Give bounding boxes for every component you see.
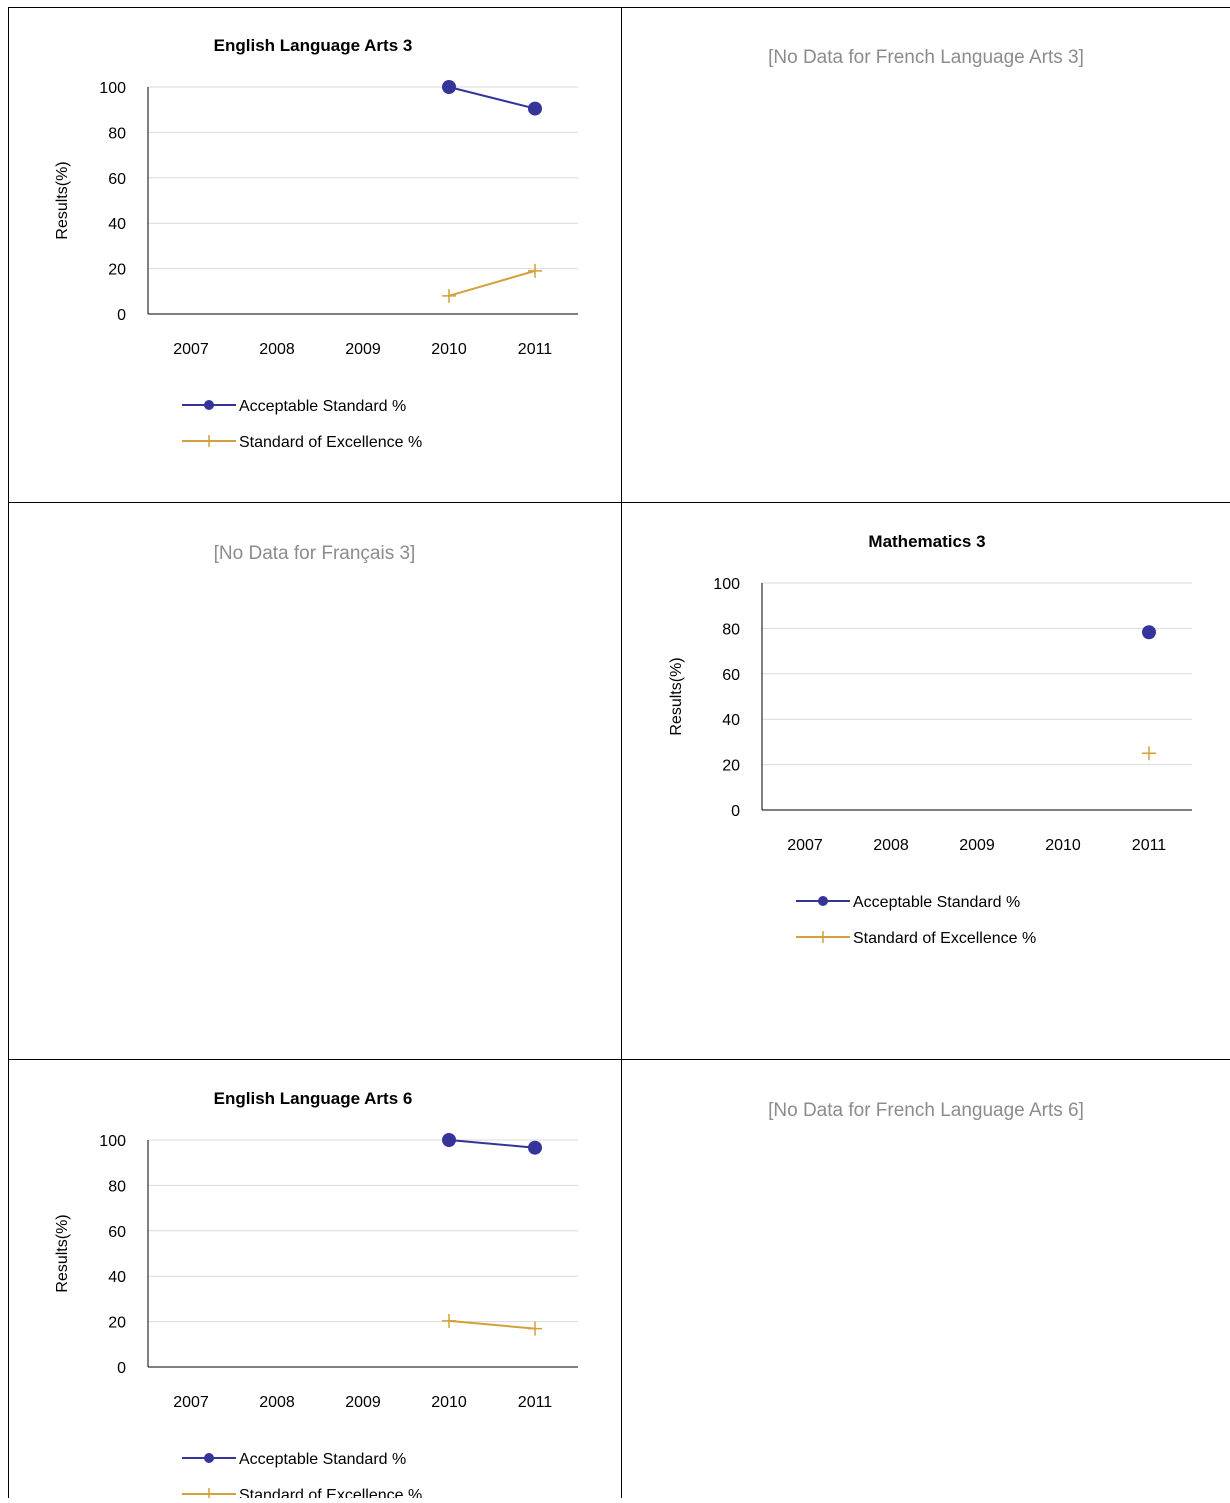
y-tick-label: 0 bbox=[117, 307, 126, 324]
y-tick-label: 100 bbox=[99, 1133, 126, 1150]
y-tick-label: 60 bbox=[108, 171, 126, 188]
legend-label: Standard of Excellence % bbox=[239, 1487, 422, 1498]
y-tick-label: 100 bbox=[713, 576, 740, 593]
y-tick-label: 0 bbox=[731, 803, 740, 820]
chart-english-language-arts-6: English Language Arts 6 0 20 40 60 80 100 Resul… bbox=[54, 1089, 578, 1503]
chart-title: English Language Arts 3 bbox=[214, 36, 413, 55]
legend-label: Acceptable Standard % bbox=[853, 894, 1020, 911]
y-tick-label: 80 bbox=[108, 1178, 126, 1195]
series-line-standard-of-excellence bbox=[448, 269, 536, 297]
legend-marker bbox=[204, 400, 214, 410]
x-tick-label: 2007 bbox=[173, 341, 209, 358]
legend-marker bbox=[818, 896, 828, 906]
x-tick-label: 2008 bbox=[259, 341, 295, 358]
chart-mathematics-3: Mathematics 3 0 20 40 60 80 100 Results(%) 2007 2… bbox=[668, 532, 1192, 947]
y-tick-label: 40 bbox=[108, 1269, 126, 1286]
x-tick-label: 2009 bbox=[345, 1394, 381, 1411]
x-tick-label: 2010 bbox=[431, 1394, 467, 1411]
no-data-message: [No Data for Français 3] bbox=[213, 543, 416, 564]
chart-grid: English Language Arts 3 0 20 40 60 80 100 Resul… bbox=[8, 7, 1230, 1503]
series-line-standard-of-excellence bbox=[448, 1319, 536, 1330]
grid-row-divider-1 bbox=[8, 502, 1230, 503]
grid-center-divider bbox=[621, 7, 622, 1498]
legend-label: Standard of Excellence % bbox=[239, 434, 422, 451]
y-tick-label: 80 bbox=[108, 125, 126, 142]
data-point-standard-of-excellence bbox=[442, 288, 456, 303]
y-tick-label: 40 bbox=[108, 216, 126, 233]
legend-marker bbox=[203, 435, 215, 447]
grid-row-divider-2 bbox=[8, 1059, 1230, 1060]
y-axis-label: Results(%) bbox=[668, 657, 685, 735]
data-point-acceptable-standard bbox=[442, 80, 456, 94]
panel-francais-3: [No Data for Français 3] bbox=[8, 503, 621, 1059]
y-tick-label: 60 bbox=[108, 1224, 126, 1241]
x-tick-label: 2010 bbox=[431, 341, 467, 358]
data-point-standard-of-excellence bbox=[442, 1313, 456, 1328]
series-line-acceptable-standard bbox=[448, 1139, 536, 1149]
legend-marker bbox=[817, 931, 829, 943]
y-tick-label: 60 bbox=[722, 667, 740, 684]
x-tick-label: 2008 bbox=[873, 837, 909, 854]
no-data-message: [No Data for French Language Arts 6] bbox=[768, 1100, 1084, 1121]
x-tick-label: 2009 bbox=[959, 837, 995, 854]
y-tick-label: 20 bbox=[722, 758, 740, 775]
panel-english-language-arts-6: English Language Arts 6 0 20 40 60 80 100 Resul… bbox=[8, 1060, 621, 1503]
data-point-acceptable-standard bbox=[1142, 625, 1156, 640]
data-point-acceptable-standard bbox=[442, 1133, 456, 1147]
grid-left-border bbox=[8, 7, 9, 1498]
data-point-standard-of-excellence bbox=[1142, 746, 1156, 761]
y-axis-label: Results(%) bbox=[54, 1214, 71, 1292]
no-data-message: [No Data for French Language Arts 3] bbox=[768, 47, 1084, 68]
panel-french-language-arts-6: [No Data for French Language Arts 6] bbox=[622, 1060, 1230, 1498]
data-point-acceptable-standard bbox=[528, 1140, 542, 1155]
y-tick-label: 40 bbox=[722, 712, 740, 729]
legend-label: Acceptable Standard % bbox=[239, 398, 406, 415]
data-point-acceptable-standard bbox=[528, 101, 542, 116]
grid-top-border bbox=[8, 7, 1230, 8]
x-tick-label: 2011 bbox=[518, 341, 553, 358]
x-tick-label: 2008 bbox=[259, 1394, 295, 1411]
y-tick-label: 0 bbox=[117, 1360, 126, 1377]
y-tick-label: 100 bbox=[99, 80, 126, 97]
x-tick-label: 2011 bbox=[518, 1394, 553, 1411]
x-tick-label: 2009 bbox=[345, 341, 381, 358]
panel-mathematics-3: Mathematics 3 0 20 40 60 80 100 Results(%) 2007 2… bbox=[622, 503, 1230, 1059]
y-tick-label: 20 bbox=[108, 262, 126, 279]
chart-english-language-arts-3: English Language Arts 3 0 20 40 60 80 100 Resul… bbox=[54, 36, 578, 451]
panel-english-language-arts-3: English Language Arts 3 0 20 40 60 80 100 Resul… bbox=[8, 7, 621, 502]
legend-marker bbox=[204, 1453, 214, 1463]
data-point-standard-of-excellence bbox=[528, 263, 542, 278]
legend-label: Acceptable Standard % bbox=[239, 1451, 406, 1468]
x-tick-label: 2007 bbox=[787, 837, 823, 854]
x-tick-label: 2010 bbox=[1045, 837, 1081, 854]
x-tick-label: 2011 bbox=[1132, 837, 1167, 854]
legend-label: Standard of Excellence % bbox=[853, 930, 1036, 947]
y-axis-label: Results(%) bbox=[54, 161, 71, 239]
y-tick-label: 80 bbox=[722, 621, 740, 638]
series-line-acceptable-standard bbox=[448, 86, 536, 110]
data-point-standard-of-excellence bbox=[528, 1321, 542, 1336]
chart-title: Mathematics 3 bbox=[868, 532, 985, 551]
y-tick-label: 20 bbox=[108, 1315, 126, 1332]
panel-french-language-arts-3: [No Data for French Language Arts 3] bbox=[622, 7, 1230, 502]
chart-title: English Language Arts 6 bbox=[214, 1089, 413, 1108]
x-tick-label: 2007 bbox=[173, 1394, 209, 1411]
